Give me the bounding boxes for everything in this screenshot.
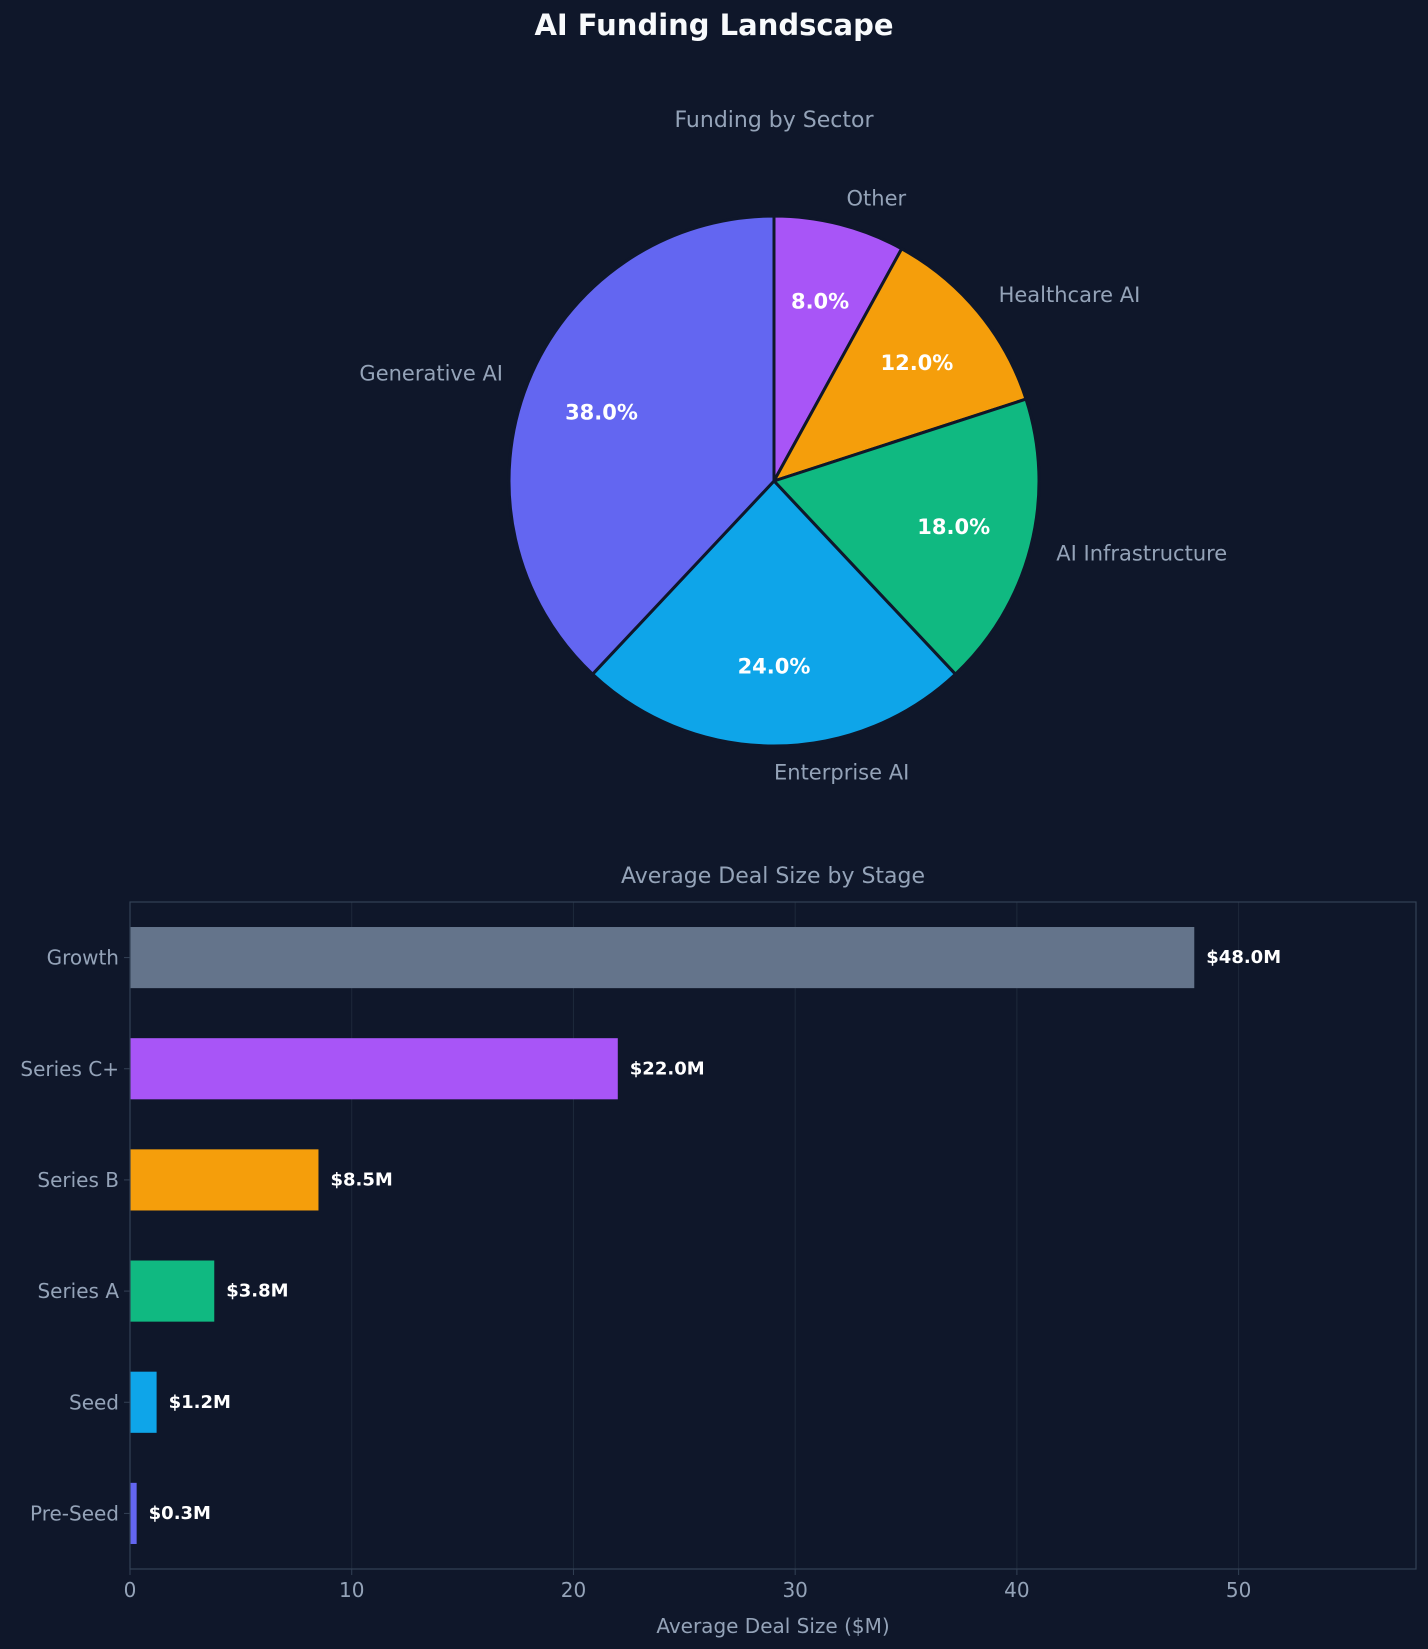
- bar-grid: [129, 902, 1240, 1569]
- pie-label-other: Other: [847, 187, 907, 211]
- pie-percent-enterprise-ai: 24.0%: [738, 655, 811, 679]
- pie-percent-ai-infrastructure: 18.0%: [917, 515, 990, 539]
- y-tick-label: Series A: [37, 1279, 119, 1303]
- pie-label-generative-ai: Generative AI: [359, 362, 503, 386]
- bar-title: Average Deal Size by Stage: [621, 864, 925, 889]
- pie-slice-enterprise-ai: [591, 479, 957, 748]
- x-tick-label: 40: [1004, 1578, 1029, 1602]
- bar-series-b: [130, 1149, 319, 1211]
- y-tick-label: Growth: [47, 946, 119, 970]
- bar-series-a: [130, 1260, 215, 1322]
- pie-slice-generative-ai: [507, 214, 776, 676]
- x-tick-label: 50: [1226, 1578, 1251, 1602]
- x-axis-title: Average Deal Size ($M): [656, 1614, 889, 1638]
- x-tick-label: 20: [561, 1578, 586, 1602]
- plot-frame: [129, 901, 1417, 1570]
- figure-title: AI Funding Landscape: [534, 8, 893, 42]
- bar-value-label: $3.8M: [226, 1281, 288, 1302]
- pie-label-healthcare-ai: Healthcare AI: [999, 283, 1141, 307]
- pie-percent-healthcare-ai: 12.0%: [880, 351, 953, 375]
- pie-labels: Other 8.0% Healthcare AI 12.0% AI Infrastruc…: [359, 187, 1227, 785]
- pie-label-enterprise-ai: Enterprise AI: [774, 761, 909, 785]
- y-tick-label: Series B: [37, 1168, 119, 1192]
- x-tick-label: 10: [339, 1578, 364, 1602]
- pie-percent-generative-ai: 38.0%: [565, 401, 638, 425]
- bar-chart: Average Deal Size by Stage $48.0M$22.0M$…: [20, 864, 1417, 1638]
- bars: $48.0M $22.0M $8.5M $3.8M $1.2M $0.3M: [130, 927, 1281, 1544]
- bar-pre-seed: [130, 1482, 137, 1544]
- bar-seed: [130, 1371, 157, 1433]
- pie-chart: Funding by Sector Other 8.0% Healthcare AI…: [359, 108, 1227, 785]
- bar-value-label: $8.5M: [330, 1169, 392, 1190]
- pie-slice-healthcare-ai: [772, 247, 1028, 483]
- pie-label-ai-infrastructure: AI Infrastructure: [1056, 542, 1227, 566]
- axis-ticks: 0 10 20 30 40 50 Growth Series C+ Series B Series…: [20, 946, 1251, 1602]
- pie-slice-ai-infrastructure: [772, 397, 1041, 676]
- bar-growth: [130, 927, 1195, 989]
- y-tick-label: Pre-Seed: [30, 1501, 119, 1525]
- bar-value-label: $22.0M: [630, 1058, 705, 1079]
- pie-slices: [507, 214, 1041, 748]
- x-tick-label: 0: [124, 1578, 137, 1602]
- y-tick-label: Series C+: [20, 1057, 119, 1081]
- pie-slice-other: [772, 214, 904, 483]
- bar-value-label: $48.0M: [1206, 947, 1281, 968]
- pie-title: Funding by Sector: [674, 108, 874, 133]
- plot-border: [129, 901, 1417, 1570]
- bar-value-label: $0.3M: [149, 1503, 211, 1524]
- pie-percent-other: 8.0%: [791, 289, 849, 313]
- x-tick-label: 30: [782, 1578, 807, 1602]
- bar-series-c: [130, 1038, 618, 1100]
- bar-value-label: $1.2M: [169, 1392, 231, 1413]
- y-tick-label: Seed: [69, 1390, 119, 1414]
